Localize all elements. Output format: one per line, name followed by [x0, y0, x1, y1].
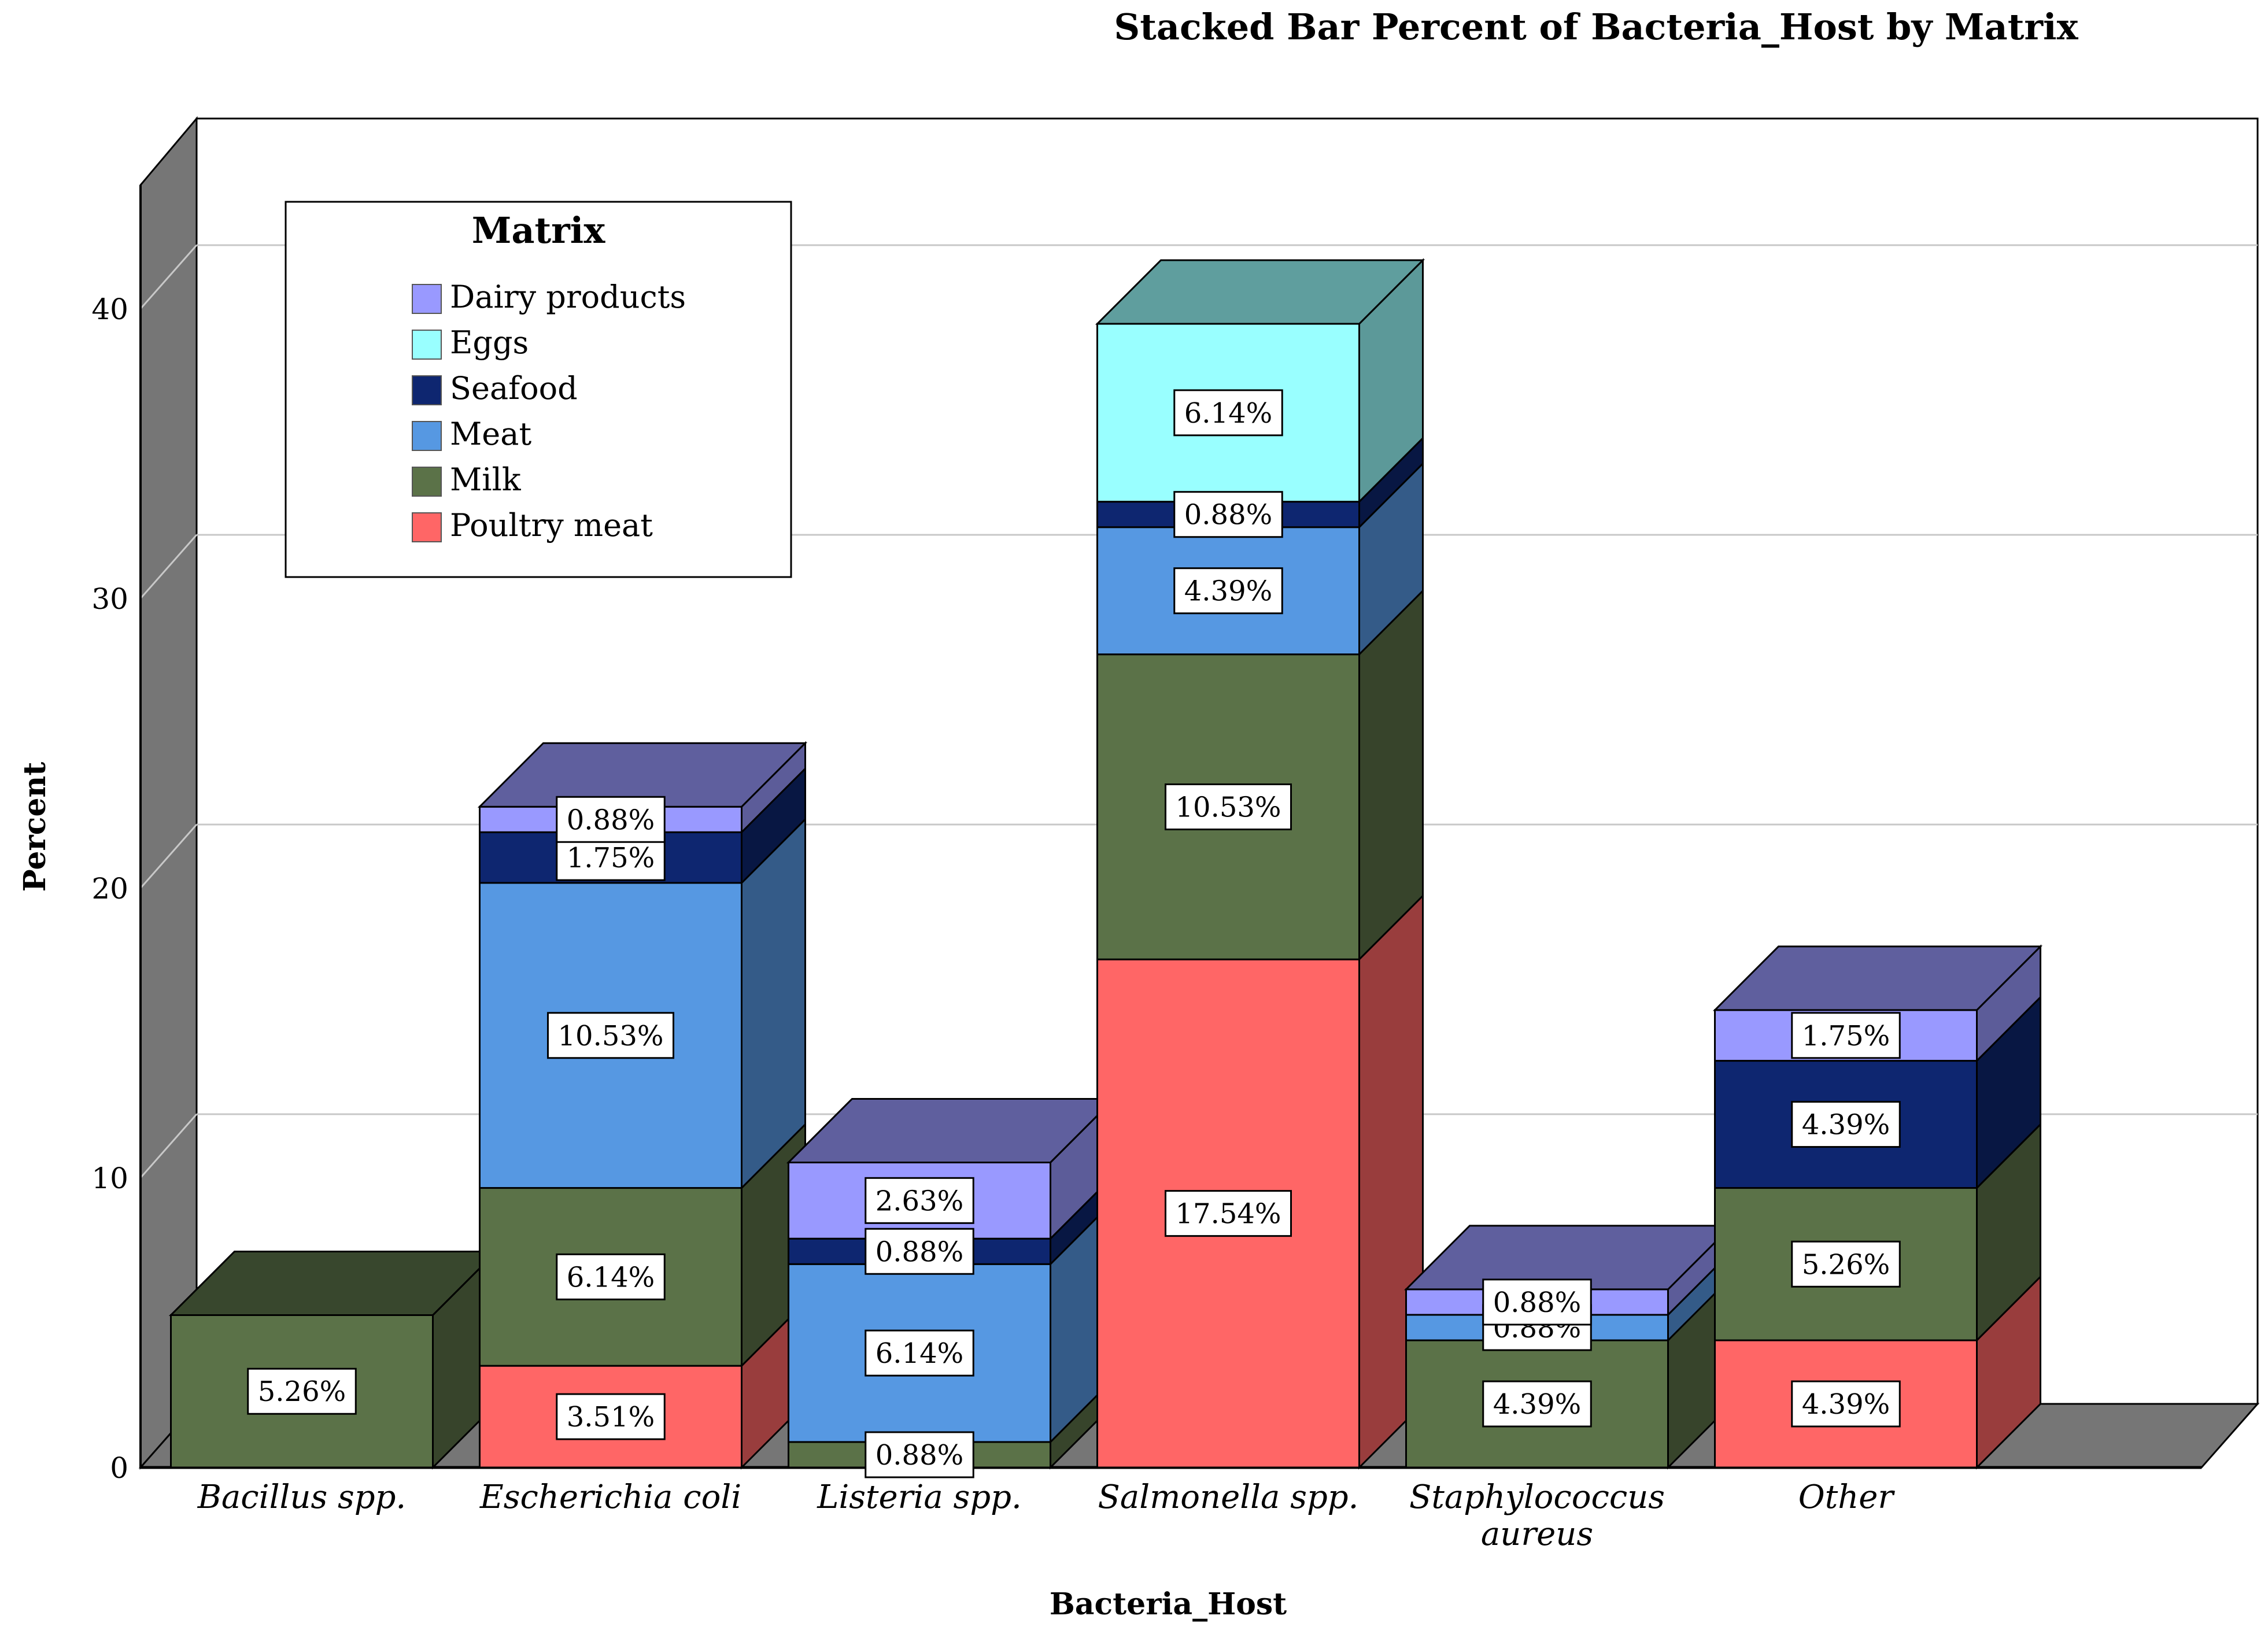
- legend-label: Eggs: [450, 324, 529, 361]
- data-label-box: [1791, 1012, 1901, 1059]
- legend-swatch: [412, 467, 442, 497]
- data-label: 3.51%: [567, 1401, 655, 1433]
- bar-segment-side: [741, 817, 806, 1191]
- legend-label: Milk: [450, 461, 522, 498]
- legend-swatch: [412, 421, 442, 451]
- x-tick-label: Listeria spp.: [817, 1478, 1022, 1516]
- legend: Matrix Dairy products Eggs Seafood Meat Milk…: [285, 201, 792, 578]
- data-label-box: [865, 1177, 974, 1224]
- legend-box: [285, 201, 792, 578]
- data-label: 10.53%: [557, 1020, 663, 1052]
- data-label: 1.75%: [567, 842, 655, 874]
- y-tick-label: 40: [91, 293, 128, 326]
- gridline-side: [139, 245, 198, 309]
- legend-label: Poultry meat: [450, 507, 653, 544]
- data-label: 4.39%: [1802, 1388, 1890, 1421]
- data-label: 1.75%: [1802, 1020, 1890, 1052]
- data-label: 0.88%: [1493, 1287, 1581, 1319]
- y-tick-label: 20: [91, 872, 128, 905]
- data-label: 6.14%: [567, 1261, 655, 1293]
- data-label-box: [865, 1431, 974, 1478]
- data-label: 6.14%: [1184, 397, 1272, 430]
- bar-segment-side: [1358, 589, 1424, 962]
- legend-label: Seafood: [450, 370, 578, 406]
- left-wall: [139, 116, 198, 1470]
- x-tick-label: Staphylococcus: [1409, 1478, 1665, 1516]
- data-label-box: [556, 1393, 666, 1440]
- data-label-box: [247, 1367, 357, 1415]
- gridline-side: [139, 1114, 198, 1178]
- data-label: 4.39%: [1802, 1109, 1890, 1141]
- data-label-box: [1791, 1240, 1901, 1288]
- data-label-box: [1173, 567, 1283, 615]
- data-label-box: [1173, 491, 1283, 538]
- data-label-box: [1482, 1380, 1592, 1428]
- data-label-box: [556, 1253, 666, 1300]
- data-label: 5.26%: [1802, 1248, 1890, 1281]
- chart-title: Stacked Bar Percent of Bacteria_Host by …: [1114, 6, 2078, 48]
- data-label: 10.53%: [1175, 791, 1281, 823]
- data-label: 6.14%: [876, 1337, 963, 1370]
- data-label: 0.88%: [876, 1439, 963, 1472]
- y-tick-label: 30: [91, 582, 128, 616]
- legend-label: Dairy products: [450, 279, 686, 315]
- data-label-box: [1791, 1101, 1901, 1148]
- x-axis-title: Bacteria_Host: [1050, 1587, 1287, 1622]
- gridline-side: [139, 824, 198, 889]
- data-label-box: [556, 796, 666, 843]
- data-label-box: [1164, 783, 1292, 830]
- legend-label: Meat: [450, 416, 531, 452]
- data-label-box: [1173, 389, 1283, 437]
- data-label-box: [1164, 1190, 1292, 1237]
- legend-title: Matrix: [472, 209, 606, 252]
- data-label-box: [865, 1228, 974, 1275]
- data-label-box: [1791, 1380, 1901, 1428]
- data-label: 0.88%: [567, 804, 655, 836]
- y-tick-label: 10: [91, 1162, 128, 1195]
- y-axis-title: Percent: [17, 762, 53, 892]
- x-tick-label: Escherichia coli: [479, 1478, 741, 1516]
- legend-swatch: [412, 512, 442, 542]
- legend-swatch: [412, 375, 442, 405]
- x-tick-label: Bacillus spp.: [197, 1478, 406, 1516]
- x-tick-label: Salmonella spp.: [1098, 1478, 1359, 1516]
- data-label: 0.88%: [1184, 499, 1272, 531]
- data-label: 4.39%: [1184, 575, 1272, 608]
- gridline-side: [139, 534, 198, 599]
- legend-swatch: [412, 330, 442, 360]
- data-label: 4.39%: [1493, 1388, 1581, 1421]
- bar-segment-top: [1095, 259, 1425, 325]
- bar-segment-top: [1712, 945, 2043, 1011]
- y-tick-label: 0: [110, 1451, 128, 1485]
- data-label: 17.54%: [1175, 1198, 1281, 1230]
- x-tick-label: aureus: [1481, 1515, 1593, 1553]
- legend-swatch: [412, 284, 442, 314]
- data-label: 0.88%: [876, 1236, 963, 1268]
- x-tick-label: Other: [1798, 1478, 1896, 1516]
- data-label-box: [865, 1329, 974, 1377]
- data-label-box: [1482, 1278, 1592, 1326]
- data-label: 5.26%: [258, 1376, 346, 1408]
- data-label: 2.63%: [876, 1185, 963, 1217]
- data-label-box: [546, 1012, 675, 1059]
